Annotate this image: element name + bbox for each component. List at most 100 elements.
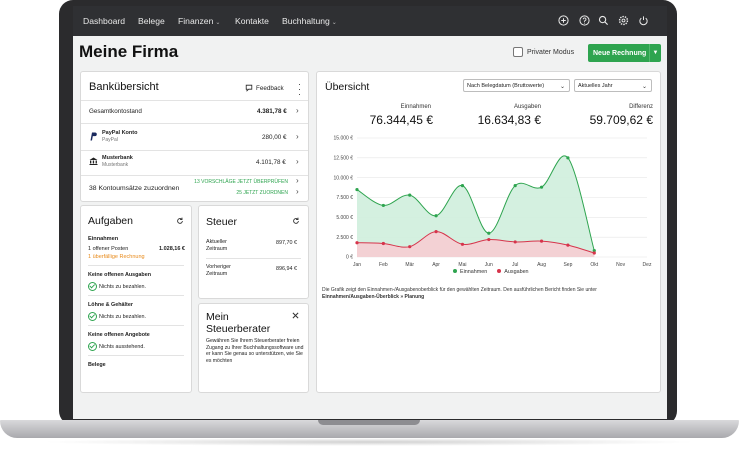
total-balance-value: 4.381,78 € <box>257 108 287 115</box>
diff-kpi-value: 59.709,62 € <box>589 113 653 127</box>
check-circle-icon <box>88 312 97 321</box>
chart-legend: Einnahmen Ausgaben <box>453 269 529 275</box>
bank-overview-card: Bankübersicht Feedback · · · Gesamtkontost… <box>80 71 309 202</box>
income-point <box>487 231 491 235</box>
chevron-right-icon[interactable]: › <box>296 132 299 141</box>
unassigned-transactions: 38 Kontoumsätze zuzuordnen <box>89 185 180 192</box>
x-tick-label: Feb <box>379 262 388 268</box>
expenses-status: Nichts zu bezahlen. <box>88 282 146 291</box>
wages-heading: Löhne & Gehälter <box>88 302 133 308</box>
assign-now-link[interactable]: 25 JETZT ZUORDNEN <box>236 190 288 196</box>
close-icon[interactable] <box>292 312 299 319</box>
income-expense-chart: 0 € 2.500 € 5.000 € 7.500 € 10.000 € 12.500 €… <box>334 136 652 268</box>
plus-circle-icon[interactable] <box>558 15 569 26</box>
y-tick-label: 5.000 € <box>336 215 353 221</box>
previous-period-label: Vorheriger Zeitraum <box>206 264 231 278</box>
basis-select-value: Nach Belegdatum (Bruttowerte) <box>467 82 545 89</box>
expense-point <box>539 239 544 243</box>
open-items[interactable]: 1 offener Posten <box>88 246 129 252</box>
y-tick-label: 2.500 € <box>336 235 353 241</box>
x-tick-label: Dez <box>643 262 652 268</box>
legend-expense-marker <box>497 269 502 273</box>
basis-select[interactable]: Nach Belegdatum (Bruttowerte) ⌄ <box>463 79 570 92</box>
y-tick-label: 0 € <box>346 255 353 261</box>
income-area <box>357 155 595 257</box>
search-icon[interactable] <box>598 15 609 26</box>
settings-icon[interactable] <box>618 15 629 26</box>
y-tick-label: 15.000 € <box>334 136 354 142</box>
x-tick-label: Nov <box>616 262 625 268</box>
expenses-heading: Keine offenen Ausgaben <box>88 272 151 278</box>
legend-income-label: Einnahmen <box>460 269 488 275</box>
new-invoice-button[interactable]: Neue Rechnung ▼ <box>588 44 661 62</box>
account-value: 4.101,78 € <box>256 159 286 166</box>
laptop-shadow <box>40 438 699 446</box>
private-mode-checkbox[interactable] <box>513 47 523 57</box>
income-point <box>355 187 359 192</box>
expense-point <box>566 243 570 247</box>
refresh-icon[interactable] <box>292 217 300 225</box>
review-suggestions-link[interactable]: 13 VORSCHLÄGE JETZT ÜBERPRÜFEN <box>194 179 288 185</box>
app-screen: Dashboard Belege Finanzen ⌄ Kontakte Buch… <box>73 6 667 419</box>
income-point <box>592 249 596 253</box>
chevron-right-icon[interactable]: › <box>296 176 299 185</box>
expense-point <box>592 251 596 255</box>
chevron-down-icon[interactable]: ▼ <box>649 44 661 62</box>
y-tick-label: 7.500 € <box>336 195 353 201</box>
legend-expense[interactable]: Ausgaben <box>497 269 529 275</box>
chevron-right-icon[interactable]: › <box>296 157 299 166</box>
income-point <box>566 156 570 160</box>
offers-status: Nichts ausstehend. <box>88 342 145 351</box>
x-tick-label: Apr <box>432 262 440 268</box>
income-kpi-value: 76.344,45 € <box>369 113 433 127</box>
current-period-label-2: Zeitraum <box>206 246 228 252</box>
income-point <box>539 185 544 189</box>
tax-advisor-title-2: Steuerberater <box>206 323 271 335</box>
refresh-icon[interactable] <box>176 217 184 225</box>
bank-icon <box>89 157 98 165</box>
diff-kpi-label: Differenz <box>629 104 653 110</box>
nav-belege[interactable]: Belege <box>138 16 165 26</box>
income-kpi-label: Einnahmen <box>400 104 431 110</box>
help-icon[interactable] <box>579 15 590 26</box>
account-name: PayPal Konto <box>102 130 138 136</box>
overdue-invoice-link[interactable]: 1 überfällige Rechnung <box>88 254 145 260</box>
nav-kontakte[interactable]: Kontakte <box>235 16 269 26</box>
planning-report-link[interactable]: Einnahmen/Ausgaben-Überblick » Planung <box>322 294 425 300</box>
x-tick-label: Sep <box>563 262 572 268</box>
income-point <box>460 184 465 188</box>
account-row-paypal[interactable]: PayPal Konto PayPal 280,00 € › <box>89 130 304 146</box>
feedback-link[interactable]: Feedback <box>245 84 284 92</box>
account-row-musterbank[interactable]: Musterbank Musterbank 4.101,78 € › <box>89 155 304 171</box>
previous-period-value: 896,94 € <box>276 266 297 272</box>
top-navigation: Dashboard Belege Finanzen ⌄ Kontakte Buch… <box>73 6 667 36</box>
period-select[interactable]: Aktuelles Jahr ⌄ <box>574 79 652 92</box>
private-mode-toggle[interactable]: Privater Modus <box>513 47 574 57</box>
account-sub: Musterbank <box>102 162 129 168</box>
chevron-right-icon[interactable]: › <box>296 187 299 196</box>
laptop-notch <box>318 420 420 425</box>
x-tick-label: Mär <box>405 262 414 268</box>
legend-income[interactable]: Einnahmen <box>453 269 487 275</box>
nav-buchhaltung[interactable]: Buchhaltung ⌄ <box>282 16 337 26</box>
tax-advisor-text: Gewähren Sie Ihrem Steuerberater freien … <box>206 338 304 364</box>
overview-title: Übersicht <box>325 81 370 93</box>
previous-period-label-1: Vorheriger <box>206 264 231 270</box>
expense-area <box>357 231 595 257</box>
current-period-label-1: Aktueller <box>206 239 227 245</box>
income-heading: Einnahmen <box>88 236 119 242</box>
paypal-icon <box>90 132 97 141</box>
nav-finanzen[interactable]: Finanzen ⌄ <box>178 16 220 26</box>
legend-income-marker <box>453 269 457 273</box>
nav-dashboard[interactable]: Dashboard <box>83 16 126 26</box>
income-point <box>434 214 438 218</box>
income-line <box>356 155 595 251</box>
power-icon[interactable] <box>638 15 649 26</box>
previous-period-label-2: Zeitraum <box>206 271 228 277</box>
receipts-heading: Belege <box>88 362 106 368</box>
expense-point <box>434 230 438 234</box>
chevron-right-icon[interactable]: › <box>296 106 299 115</box>
chevron-down-icon: ⌄ <box>215 20 221 26</box>
x-tick-label: Okt <box>590 262 598 268</box>
more-vertical-icon[interactable]: · · · <box>298 79 301 99</box>
